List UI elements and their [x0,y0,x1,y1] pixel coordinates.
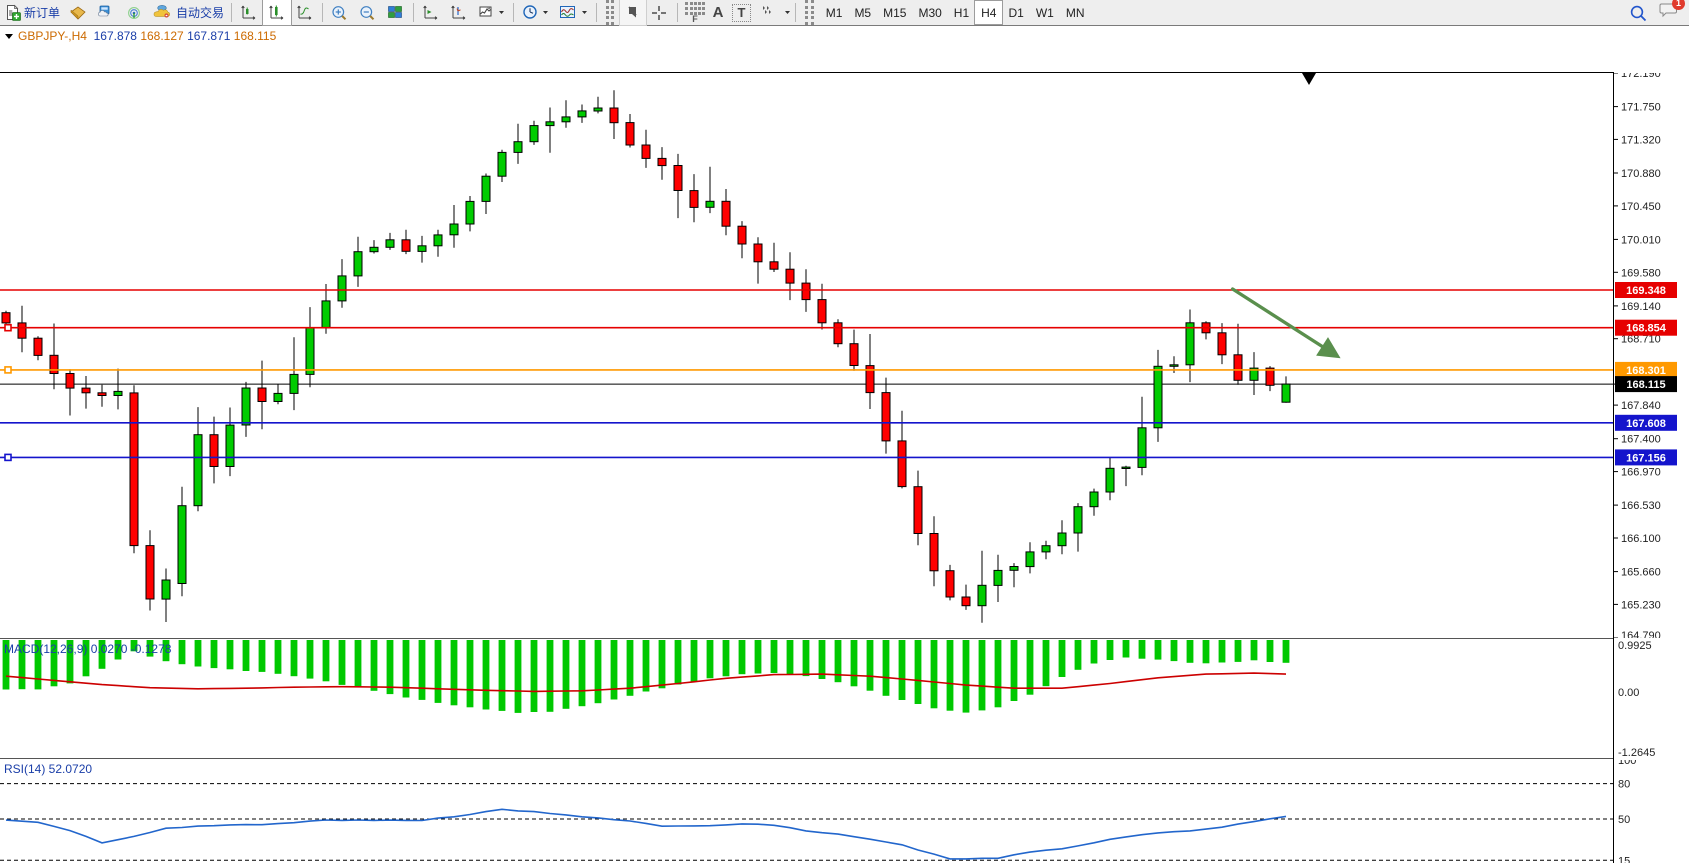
svg-text:166.970: 166.970 [1621,467,1661,479]
svg-text:165.230: 165.230 [1621,599,1661,611]
svg-text:168.115: 168.115 [1626,379,1665,391]
svg-text:167.840: 167.840 [1621,400,1661,412]
svg-text:170.450: 170.450 [1621,201,1661,213]
svg-text:169.580: 169.580 [1621,267,1661,279]
svg-text:100: 100 [1618,760,1636,767]
svg-text:167.608: 167.608 [1626,418,1666,430]
svg-text:50: 50 [1618,814,1630,826]
svg-text:15: 15 [1618,855,1630,863]
svg-text:168.854: 168.854 [1626,323,1667,335]
svg-text:166.530: 166.530 [1621,500,1661,512]
svg-text:0.9925: 0.9925 [1618,640,1652,652]
svg-text:-1.2645: -1.2645 [1618,747,1655,758]
svg-text:167.400: 167.400 [1621,434,1661,446]
svg-text:167.156: 167.156 [1626,452,1666,464]
svg-text:MACD(12,26,9) 0.0270 -0.1278: MACD(12,26,9) 0.0270 -0.1278 [4,642,172,656]
svg-text:172.190: 172.190 [1621,73,1661,80]
svg-text:171.750: 171.750 [1621,102,1661,114]
svg-text:0.00: 0.00 [1618,687,1639,699]
svg-text:170.010: 170.010 [1621,234,1661,246]
svg-text:166.100: 166.100 [1621,533,1661,545]
svg-text:169.140: 169.140 [1621,301,1661,313]
svg-text:169.348: 169.348 [1626,285,1666,297]
svg-text:171.320: 171.320 [1621,134,1661,146]
svg-text:80: 80 [1618,779,1630,791]
svg-text:165.660: 165.660 [1621,567,1661,579]
svg-text:170.880: 170.880 [1621,168,1661,180]
svg-text:164.790: 164.790 [1621,630,1661,638]
svg-text:RSI(14) 52.0720: RSI(14) 52.0720 [4,762,92,776]
svg-text:168.301: 168.301 [1626,365,1666,377]
